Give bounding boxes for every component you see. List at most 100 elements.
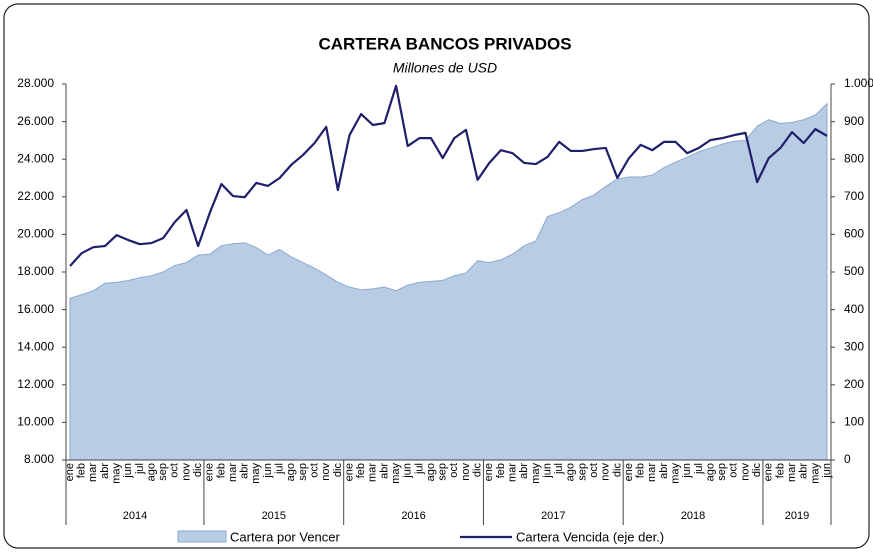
x-tick-label: jun xyxy=(122,463,134,479)
x-tick-label: sep xyxy=(297,463,309,481)
y2-tick-label: 400 xyxy=(844,302,864,316)
x-tick-label: sep xyxy=(576,463,588,481)
x-tick-label: abr xyxy=(658,463,670,479)
x-tick-label: oct xyxy=(308,463,320,478)
x-tick-label: feb xyxy=(495,463,507,478)
x-group-label: 2014 xyxy=(123,510,147,522)
y-tick-label: 26.000 xyxy=(17,114,54,128)
x-tick-label: jun xyxy=(681,463,693,479)
x-tick-label: dic xyxy=(472,463,484,478)
y-tick-label: 10.000 xyxy=(17,415,54,429)
x-tick-label: oct xyxy=(728,463,740,478)
y-tick-label: 28.000 xyxy=(17,76,54,90)
x-tick-label: jul xyxy=(413,463,425,475)
x-tick-label: may xyxy=(809,463,821,484)
area xyxy=(69,102,828,461)
x-tick-label: ene xyxy=(763,463,775,481)
y-tick-label: 24.000 xyxy=(17,151,54,165)
x-tick-label: ago xyxy=(285,463,297,481)
x-tick-label: feb xyxy=(635,463,647,478)
x-tick-label: feb xyxy=(355,463,367,478)
x-tick-label: feb xyxy=(76,463,88,478)
x-tick-label: mar xyxy=(506,463,518,482)
x-tick-label: nov xyxy=(739,463,751,481)
legend-label: Cartera por Vencer xyxy=(230,529,341,544)
y2-tick-label: 500 xyxy=(844,264,864,278)
chart-subtitle: Millones de USD xyxy=(393,60,497,76)
x-tick-label: ago xyxy=(565,463,577,481)
x-tick-label: may xyxy=(390,463,402,484)
y2-tick-label: 700 xyxy=(844,189,864,203)
x-tick-label: mar xyxy=(786,463,798,482)
x-tick-label: may xyxy=(530,463,542,484)
x-tick-label: jul xyxy=(553,463,565,475)
x-tick-label: nov xyxy=(600,463,612,481)
x-tick-label: ene xyxy=(64,463,76,481)
x-group-label: 2018 xyxy=(681,510,705,522)
y-tick-label: 12.000 xyxy=(17,377,54,391)
x-tick-label: may xyxy=(110,463,122,484)
x-tick-label: nov xyxy=(320,463,332,481)
line xyxy=(69,84,828,267)
x-tick-label: jun xyxy=(821,463,833,479)
y2-tick-label: 900 xyxy=(844,114,864,128)
x-tick-label: jun xyxy=(262,463,274,479)
x-tick-label: ene xyxy=(343,463,355,481)
y-tick-label: 22.000 xyxy=(17,189,54,203)
x-tick-label: mar xyxy=(646,463,658,482)
chart-title: CARTERA BANCOS PRIVADOS xyxy=(318,34,571,53)
y2-tick-label: 0 xyxy=(844,452,851,466)
x-tick-label: may xyxy=(670,463,682,484)
x-tick-label: oct xyxy=(169,463,181,478)
y-tick-label: 14.000 xyxy=(17,339,54,353)
x-tick-label: abr xyxy=(798,463,810,479)
x-tick-label: abr xyxy=(518,463,530,479)
x-tick-label: jul xyxy=(274,463,286,475)
x-tick-label: mar xyxy=(87,463,99,482)
x-tick-label: ene xyxy=(623,463,635,481)
x-tick-label: jun xyxy=(402,463,414,479)
x-tick-label: nov xyxy=(180,463,192,481)
x-group-label: 2017 xyxy=(541,510,565,522)
x-tick-label: dic xyxy=(611,463,623,478)
legend-swatch xyxy=(177,530,227,543)
x-tick-label: sep xyxy=(437,463,449,481)
x-group-label: 2016 xyxy=(401,510,425,522)
x-group-label: 2019 xyxy=(785,510,809,522)
x-tick-label: dic xyxy=(192,463,204,478)
x-tick-label: nov xyxy=(460,463,472,481)
y2-tick-label: 1.000 xyxy=(844,76,873,90)
x-tick-label: ene xyxy=(204,463,216,481)
x-tick-label: ago xyxy=(145,463,157,481)
x-tick-label: jul xyxy=(134,463,146,475)
y2-tick-label: 800 xyxy=(844,151,864,165)
x-tick-label: oct xyxy=(588,463,600,478)
x-tick-label: abr xyxy=(239,463,251,479)
x-tick-label: oct xyxy=(448,463,460,478)
x-tick-label: abr xyxy=(99,463,111,479)
y-tick-label: 16.000 xyxy=(17,302,54,316)
x-tick-label: ago xyxy=(704,463,716,481)
y2-tick-label: 600 xyxy=(844,227,864,241)
x-tick-label: ene xyxy=(483,463,495,481)
y-tick-label: 20.000 xyxy=(17,227,54,241)
x-tick-label: mar xyxy=(367,463,379,482)
y-tick-label: 8.000 xyxy=(24,452,54,466)
x-tick-label: jul xyxy=(693,463,705,475)
x-tick-label: may xyxy=(250,463,262,484)
y2-tick-label: 200 xyxy=(844,377,864,391)
x-tick-label: sep xyxy=(157,463,169,481)
x-tick-label: jun xyxy=(541,463,553,479)
y-tick-label: 18.000 xyxy=(17,264,54,278)
x-tick-label: abr xyxy=(378,463,390,479)
x-tick-label: ago xyxy=(425,463,437,481)
x-tick-label: feb xyxy=(774,463,786,478)
y2-tick-label: 300 xyxy=(844,339,864,353)
x-tick-label: sep xyxy=(716,463,728,481)
x-tick-label: feb xyxy=(215,463,227,478)
x-tick-label: dic xyxy=(332,463,344,478)
legend-label: Cartera Vencida (eje der.) xyxy=(516,529,664,544)
x-group-label: 2015 xyxy=(262,510,286,522)
x-tick-label: dic xyxy=(751,463,763,478)
